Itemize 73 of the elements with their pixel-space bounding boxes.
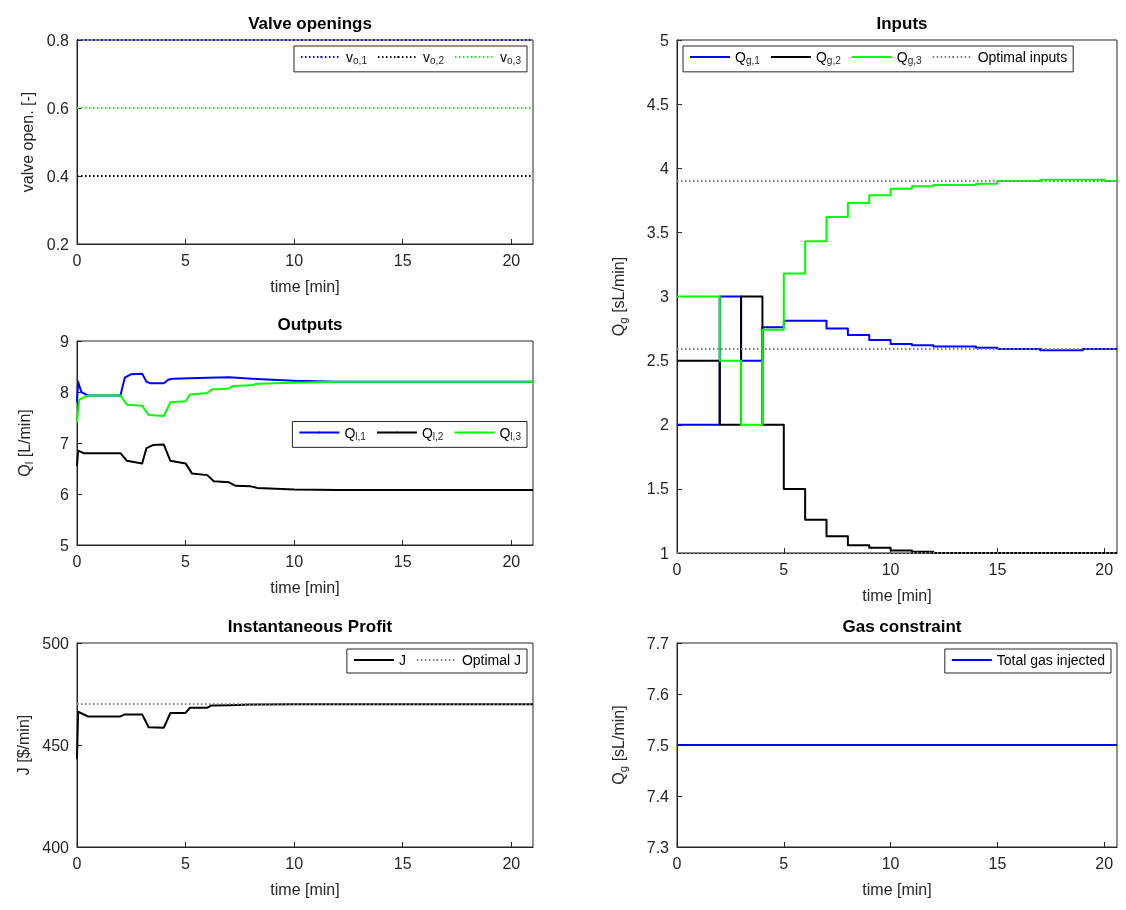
x-tick-label: 0 bbox=[72, 251, 82, 269]
y-tick-label: 6 bbox=[60, 485, 70, 503]
y-tick-label: 1.5 bbox=[646, 480, 670, 498]
y-tick-label: 500 bbox=[42, 634, 70, 652]
line-series bbox=[76, 380, 534, 424]
x-tick-label: 20 bbox=[1095, 560, 1114, 578]
chart-title: Inputs bbox=[876, 14, 928, 33]
y-tick-label: 4 bbox=[660, 159, 670, 177]
x-tick-label: 0 bbox=[672, 854, 682, 872]
x-tick-label: 5 bbox=[779, 560, 789, 578]
y-tick-label: 3 bbox=[660, 288, 670, 305]
chart-title: Outputs bbox=[277, 315, 343, 334]
x-axis-title: time [min] bbox=[270, 277, 340, 295]
y-tick-label: 7 bbox=[60, 434, 70, 452]
y-tick-label: 7.6 bbox=[646, 685, 670, 703]
y-tick-label: 3.5 bbox=[646, 223, 670, 241]
x-tick-label: 5 bbox=[181, 854, 191, 872]
x-tick-label: 15 bbox=[988, 854, 1007, 872]
y-axis-title: J [$/min] bbox=[14, 714, 32, 776]
y-axis-title: Qg [sL/min] bbox=[610, 705, 629, 785]
x-tick-label: 20 bbox=[502, 854, 521, 872]
legend-label: Total gas injected bbox=[996, 652, 1106, 668]
x-axis-title: time [min] bbox=[270, 578, 340, 596]
y-tick-label: 0.2 bbox=[46, 235, 70, 253]
x-axis-title: time [min] bbox=[270, 880, 340, 898]
y-tick-label: 1 bbox=[660, 544, 670, 562]
chart-title: Valve openings bbox=[248, 14, 372, 33]
y-axis-title: valve open. [-] bbox=[18, 91, 36, 193]
y-tick-label: 5 bbox=[660, 31, 670, 49]
chart-title: Instantaneous Profit bbox=[227, 617, 393, 636]
y-tick-label: 2.5 bbox=[646, 352, 670, 370]
y-tick-label: 7.4 bbox=[646, 787, 670, 805]
y-axis-title: Qg [sL/min] bbox=[610, 256, 629, 337]
x-tick-label: 10 bbox=[285, 854, 304, 872]
y-tick-label: 9 bbox=[60, 332, 70, 350]
y-tick-label: 400 bbox=[42, 838, 70, 856]
x-tick-label: 10 bbox=[285, 552, 304, 570]
x-tick-label: 0 bbox=[672, 560, 682, 578]
x-axis-title: time [min] bbox=[862, 880, 932, 898]
x-tick-label: 20 bbox=[502, 552, 521, 570]
line-series bbox=[76, 443, 534, 491]
x-tick-label: 10 bbox=[881, 854, 900, 872]
x-axis-title: time [min] bbox=[862, 586, 932, 604]
y-tick-label: 0.8 bbox=[46, 31, 70, 49]
x-tick-label: 0 bbox=[72, 552, 82, 570]
x-tick-label: 5 bbox=[181, 552, 191, 570]
x-tick-label: 5 bbox=[181, 251, 191, 269]
x-tick-label: 0 bbox=[72, 854, 82, 872]
line-series bbox=[76, 703, 534, 761]
chart-title: Gas constraint bbox=[842, 617, 962, 636]
y-tick-label: 450 bbox=[42, 736, 70, 754]
x-tick-label: 15 bbox=[393, 251, 412, 269]
y-tick-label: 5 bbox=[60, 536, 70, 554]
legend-label: Optimal J bbox=[461, 652, 521, 668]
y-tick-label: 0.6 bbox=[46, 99, 70, 117]
legend-label: J bbox=[398, 652, 406, 668]
y-axis-title: Ql [L/min] bbox=[16, 409, 35, 477]
x-tick-label: 20 bbox=[502, 251, 521, 269]
y-tick-label: 7.7 bbox=[646, 634, 670, 652]
y-tick-label: 7.3 bbox=[646, 838, 670, 856]
x-tick-label: 5 bbox=[779, 854, 789, 872]
x-tick-label: 20 bbox=[1095, 854, 1114, 872]
y-tick-label: 8 bbox=[60, 383, 70, 401]
x-tick-label: 15 bbox=[393, 854, 412, 872]
y-tick-label: 2 bbox=[660, 416, 670, 434]
x-tick-label: 10 bbox=[881, 560, 900, 578]
x-tick-label: 15 bbox=[393, 552, 412, 570]
x-tick-label: 15 bbox=[988, 560, 1007, 578]
y-tick-label: 7.5 bbox=[646, 736, 670, 754]
legend-label: Optimal inputs bbox=[977, 49, 1068, 65]
y-tick-label: 4.5 bbox=[646, 95, 670, 113]
y-tick-label: 0.4 bbox=[46, 167, 70, 185]
x-tick-label: 10 bbox=[285, 251, 304, 269]
